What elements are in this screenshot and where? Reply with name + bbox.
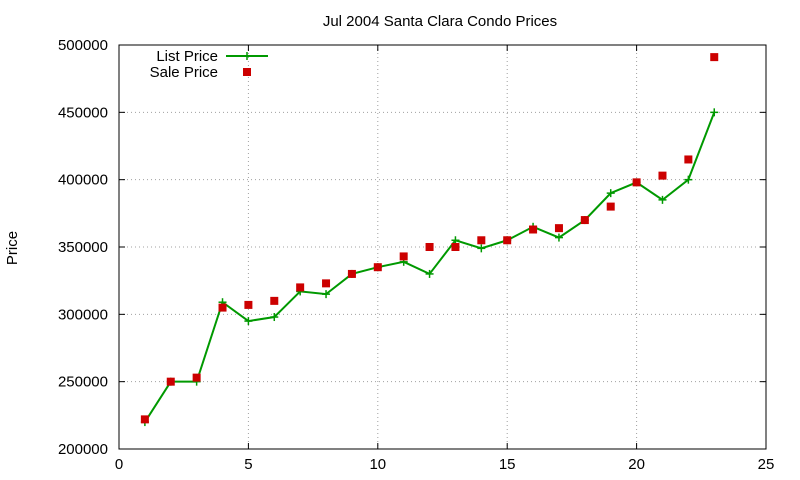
sale-price-point: [140, 415, 149, 424]
sale-price-point: [632, 178, 641, 187]
sale-price-point: [399, 252, 408, 261]
x-tick-label: 15: [499, 456, 516, 473]
legend-label: List Price: [156, 48, 218, 65]
axis-ticks: 0 5 10 15 20 25 200000 250000 300000 350000 400000…: [58, 37, 774, 473]
list-price-point: [658, 195, 667, 204]
grid-lines: [119, 45, 766, 449]
y-tick-label: 250000: [58, 374, 108, 391]
legend-cross-swatch: [243, 52, 251, 60]
sale-price-point: [270, 296, 279, 305]
sale-price-point: [166, 377, 175, 386]
list-price-point: [554, 233, 563, 242]
sale-price-point: [347, 269, 356, 278]
legend-label: Sale Price: [150, 64, 218, 81]
y-tick-label: 200000: [58, 441, 108, 458]
sale-price-point: [425, 243, 434, 251]
list-price-point: [684, 175, 693, 184]
sale-price-point: [192, 373, 201, 382]
sale-price-point: [503, 236, 512, 245]
list-price-point: [322, 290, 331, 299]
list-price-line: [144, 111, 716, 423]
y-tick-label: 300000: [58, 306, 108, 323]
list-price-point: [451, 236, 460, 245]
x-tick-label: 0: [115, 456, 123, 473]
sale-price-point: [710, 53, 719, 62]
sale-price-point: [529, 225, 538, 234]
sale-price-point: [606, 202, 615, 211]
y-tick-label: 400000: [58, 172, 108, 189]
sale-price-point: [684, 155, 693, 164]
sale-price-point: [554, 224, 563, 233]
list-price-point: [477, 244, 486, 253]
x-tick-label: 25: [758, 456, 775, 473]
y-axis-label: Price: [4, 231, 21, 265]
list-price-point: [244, 317, 253, 326]
list-price-point: [270, 313, 279, 322]
x-tick-label: 10: [369, 456, 386, 473]
plot-frame: [118, 44, 767, 450]
y-tick-label: 350000: [58, 239, 108, 256]
sale-price-point: [658, 171, 667, 180]
series-0: [140, 108, 719, 427]
data-series: [140, 53, 719, 427]
chart-title: Jul 2004 Santa Clara Condo Prices: [323, 13, 557, 30]
sale-price-point: [451, 243, 460, 251]
list-price-point: [606, 189, 615, 198]
list-price-point: [425, 269, 434, 278]
sale-price-point: [322, 279, 331, 288]
sale-price-point: [477, 236, 486, 245]
x-tick-label: 5: [244, 456, 252, 473]
list-price-point: [710, 108, 719, 117]
legend-square-swatch: [243, 68, 251, 76]
series-1: [140, 53, 719, 424]
sale-price-point: [218, 303, 227, 312]
sale-price-point: [296, 283, 305, 292]
x-tick-label: 20: [628, 456, 645, 473]
y-tick-label: 450000: [58, 104, 108, 121]
sale-price-point: [580, 216, 589, 225]
y-tick-label: 500000: [58, 37, 108, 54]
sale-price-point: [244, 300, 253, 309]
sale-price-point: [373, 263, 382, 272]
